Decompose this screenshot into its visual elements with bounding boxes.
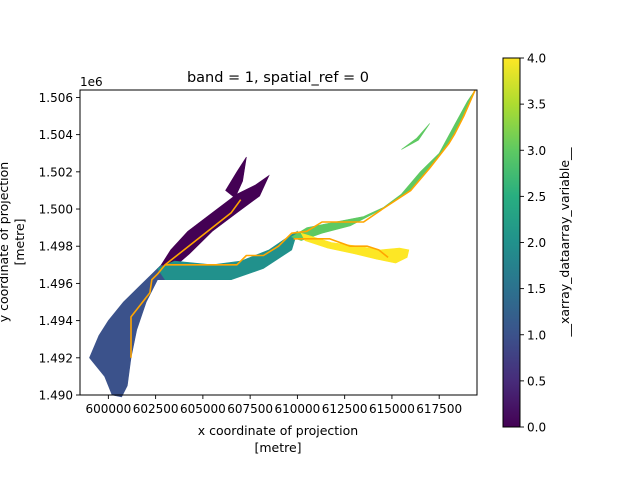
- colorbar: [502, 57, 521, 428]
- x-axis-label: x coordinate of projection: [198, 423, 358, 438]
- colorbar-tick-label: 2.5: [527, 190, 546, 204]
- colorbar-tick-label: 1.0: [527, 328, 546, 342]
- x-tick-label: 600000: [85, 402, 131, 416]
- colorbar-ticks: 0.0 0.5 1.0 1.5 2.0 2.5 3.0 3.5 4.0: [520, 52, 546, 435]
- y-axis-unit: [metre]: [12, 218, 27, 265]
- y-tick-label: 1.494: [39, 314, 73, 328]
- x-tick-label: 615000: [369, 402, 415, 416]
- y-offset-label: 1e6: [80, 75, 103, 89]
- centerline-1: [165, 89, 476, 266]
- y-tick-label: 1.496: [39, 277, 73, 291]
- colorbar-tick-label: 4.0: [527, 52, 546, 66]
- y-axis-label: y coordinate of projection: [0, 162, 11, 322]
- colorbar-label: __xarray_dataarray_variable__: [557, 147, 572, 338]
- y-axis-ticks: 1.490 1.492 1.494 1.496 1.498 1.500 1.502 1.504…: [39, 91, 80, 403]
- y-tick-label: 1.500: [39, 203, 73, 217]
- centerline-2: [293, 238, 389, 259]
- y-tick-label: 1.492: [39, 351, 73, 365]
- x-tick-label: 612500: [322, 402, 368, 416]
- colorbar-tick-label: 3.0: [527, 144, 546, 158]
- region-value-0-2: [225, 156, 247, 199]
- y-tick-label: 1.498: [39, 240, 73, 254]
- y-tick-label: 1.502: [39, 165, 73, 179]
- y-tick-label: 1.506: [39, 91, 73, 105]
- x-tick-label: 610000: [274, 402, 320, 416]
- region-value-3-5: [401, 123, 430, 150]
- plot-frame: [79, 89, 478, 396]
- x-tick-label: 605000: [180, 402, 226, 416]
- y-tick-label: 1.490: [39, 389, 73, 403]
- colorbar-tick-label: 0.5: [527, 374, 546, 388]
- x-tick-label: 607500: [227, 402, 273, 416]
- y-tick-label: 1.504: [39, 128, 73, 142]
- colorbar-tick-label: 3.5: [527, 98, 546, 112]
- colorbar-tick-label: 0.0: [527, 421, 546, 435]
- x-axis-unit: [metre]: [254, 440, 301, 455]
- centerline-0: [130, 199, 242, 358]
- chart-title: band = 1, spatial_ref = 0: [187, 70, 369, 86]
- river-centerlines: [130, 89, 476, 358]
- colorbar-tick-label: 1.5: [527, 282, 546, 296]
- region-value-3-4: [291, 89, 476, 241]
- x-tick-label: 602500: [133, 402, 179, 416]
- region-value-0-1: [160, 174, 270, 268]
- colorbar-tick-label: 2.0: [527, 236, 546, 250]
- x-axis-ticks: 600000 602500 605000 607500 610000 612500 6150…: [85, 395, 462, 416]
- plot-frame-bg: [80, 90, 477, 395]
- x-tick-label: 617500: [416, 402, 462, 416]
